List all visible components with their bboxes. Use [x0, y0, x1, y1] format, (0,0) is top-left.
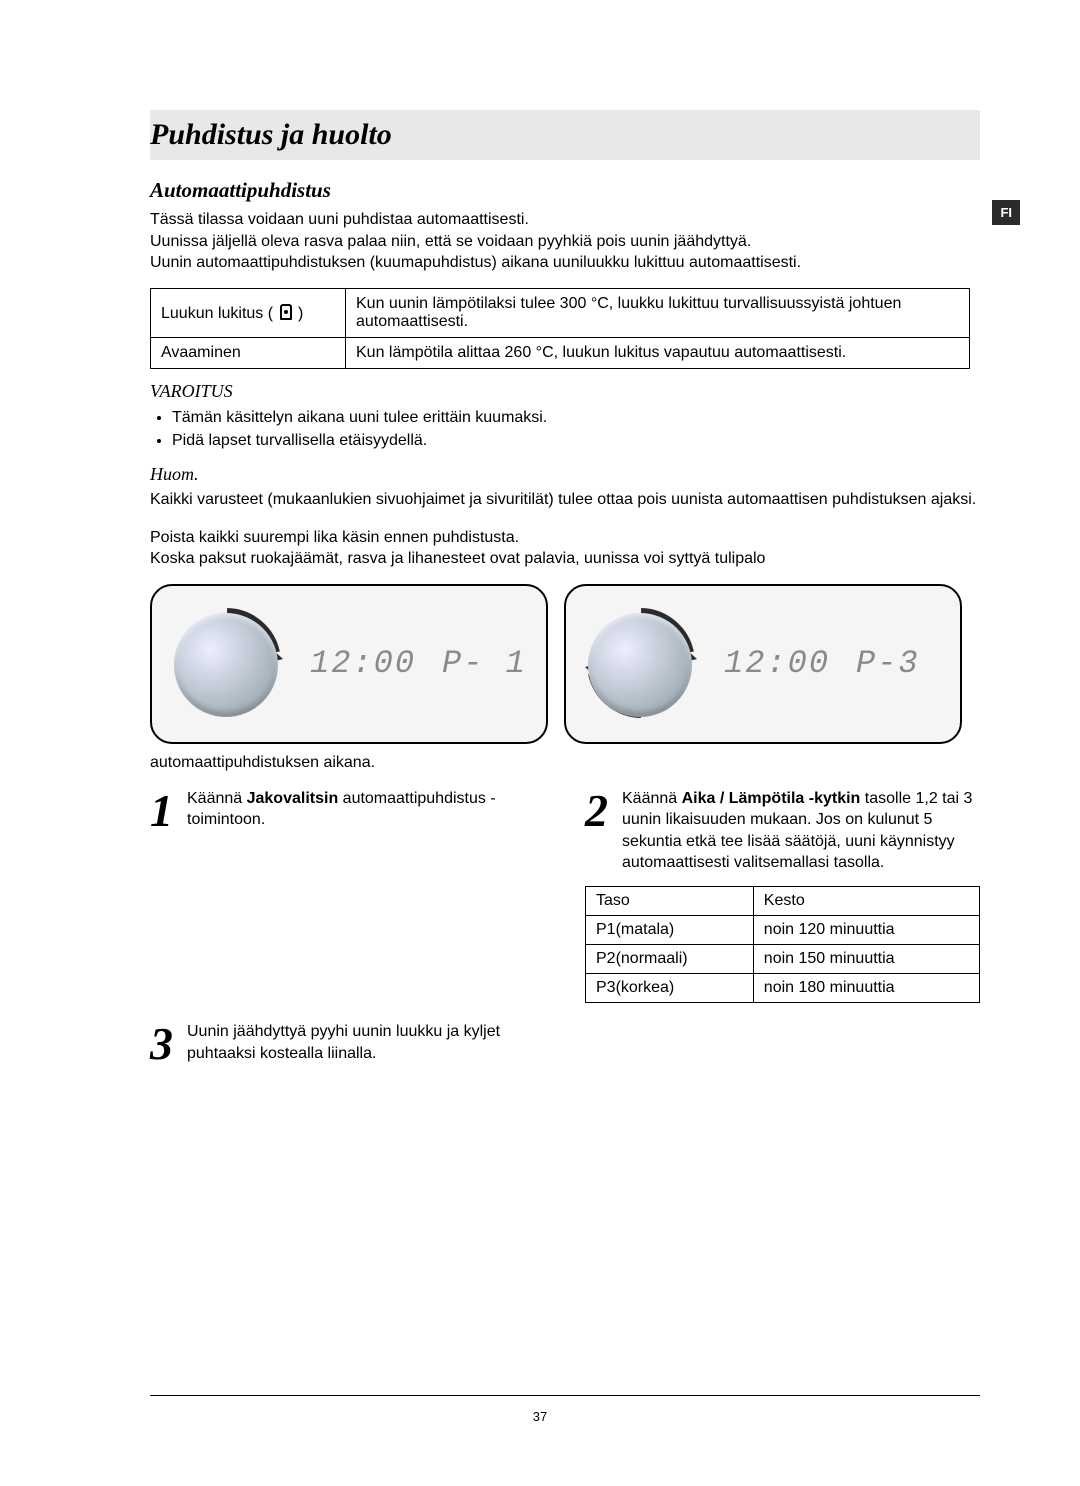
page-header-bar: Puhdistus ja huolto	[150, 110, 980, 160]
lock-label: Luukun lukitus (	[161, 305, 273, 322]
page-number: 37	[0, 1409, 1080, 1424]
display-mode: P- 1	[442, 645, 527, 682]
note-paragraph-2: Poista kaikki suurempi lika käsin ennen …	[150, 527, 980, 549]
step-text: Käännä Aika / Lämpötila -kytkin tasolle …	[622, 788, 980, 874]
levels-cell: P2(normaali)	[586, 944, 754, 973]
knob-container	[580, 599, 710, 729]
document-page: FI Puhdistus ja huolto Automaattipuhdist…	[0, 0, 1080, 1486]
table-row: Avaaminen Kun lämpötila alittaa 260 °C, …	[151, 337, 970, 368]
steps-row-2: 3 Uunin jäähdyttyä pyyhi uunin luukku ja…	[150, 1021, 980, 1067]
step-3: 3 Uunin jäähdyttyä pyyhi uunin luukku ja…	[150, 1021, 545, 1067]
step-text: Uunin jäähdyttyä pyyhi uunin luukku ja k…	[187, 1021, 545, 1067]
levels-cell: noin 150 minuuttia	[753, 944, 979, 973]
display-mode: P-3	[856, 645, 920, 682]
table-row: P3(korkea)noin 180 minuuttia	[586, 973, 980, 1002]
levels-cell: P1(matala)	[586, 915, 754, 944]
step-pre: Käännä	[187, 790, 247, 807]
warning-list: Tämän käsittelyn aikana uuni tulee eritt…	[150, 406, 980, 452]
unlock-label: Avaaminen	[151, 337, 346, 368]
lock-icon	[280, 304, 292, 320]
step-number: 3	[150, 1021, 173, 1067]
step-number: 1	[150, 788, 173, 1003]
lock-desc: Kun uunin lämpötilaksi tulee 300 °C, luu…	[346, 288, 970, 337]
footer-divider	[150, 1395, 980, 1396]
warning-title: VAROITUS	[150, 381, 980, 402]
step-2: 2 Käännä Aika / Lämpötila -kytkin tasoll…	[585, 788, 980, 874]
figures-row: 12:00 P- 1 12:00 P-3	[150, 584, 980, 744]
table-row: TasoKesto	[586, 886, 980, 915]
levels-header: Taso	[586, 886, 754, 915]
lock-label-end: )	[298, 305, 303, 322]
lock-table: Luukun lukitus ( ) Kun uunin lämpötilaks…	[150, 288, 970, 369]
table-row: P1(matala)noin 120 minuuttia	[586, 915, 980, 944]
levels-cell: noin 180 minuuttia	[753, 973, 979, 1002]
intro-paragraph-2: Uunissa jäljellä oleva rasva palaa niin,…	[150, 231, 980, 253]
step-1: 1 Käännä Jakovalitsin automaattipuhdistu…	[150, 788, 545, 1003]
levels-cell: noin 120 minuuttia	[753, 915, 979, 944]
step-bold: Jakovalitsin	[247, 790, 339, 807]
note-paragraph-1: Kaikki varusteet (mukaanlukien sivuohjai…	[150, 489, 980, 511]
display: 12:00 P-3	[724, 645, 920, 682]
step-number: 2	[585, 788, 608, 874]
levels-header: Kesto	[753, 886, 979, 915]
section-title: Automaattipuhdistus	[150, 178, 980, 203]
figure-1: 12:00 P- 1	[150, 584, 548, 744]
note-title: Huom.	[150, 464, 980, 485]
note-paragraph-3: Koska paksut ruokajäämät, rasva ja lihan…	[150, 548, 980, 570]
intro-paragraph-1: Tässä tilassa voidaan uuni puhdistaa aut…	[150, 209, 980, 231]
display: 12:00 P- 1	[310, 645, 527, 682]
selector-knob-icon	[174, 613, 278, 717]
step-bold: Aika / Lämpötila -kytkin	[682, 790, 861, 807]
knob-container	[166, 599, 296, 729]
unlock-desc: Kun lämpötila alittaa 260 °C, luukun luk…	[346, 337, 970, 368]
page-header-title: Puhdistus ja huolto	[150, 118, 392, 151]
language-tab: FI	[992, 200, 1020, 225]
display-time: 12:00	[724, 645, 830, 682]
step-text: Käännä Jakovalitsin automaattipuhdistus …	[187, 788, 545, 1003]
temp-knob-icon	[588, 613, 692, 717]
figure-2: 12:00 P-3	[564, 584, 962, 744]
levels-cell: P3(korkea)	[586, 973, 754, 1002]
list-item: Tämän käsittelyn aikana uuni tulee eritt…	[172, 406, 980, 429]
list-item: Pidä lapset turvallisella etäisyydellä.	[172, 429, 980, 452]
steps-row-1: 1 Käännä Jakovalitsin automaattipuhdistu…	[150, 788, 980, 1003]
display-time: 12:00	[310, 645, 416, 682]
intro-paragraph-3: Uunin automaattipuhdistuksen (kuumapuhdi…	[150, 252, 980, 274]
table-row: Luukun lukitus ( ) Kun uunin lämpötilaks…	[151, 288, 970, 337]
figure-caption: automaattipuhdistuksen aikana.	[150, 752, 980, 774]
levels-table: TasoKesto P1(matala)noin 120 minuuttia P…	[585, 886, 980, 1003]
step-pre: Käännä	[622, 790, 682, 807]
table-row: P2(normaali)noin 150 minuuttia	[586, 944, 980, 973]
